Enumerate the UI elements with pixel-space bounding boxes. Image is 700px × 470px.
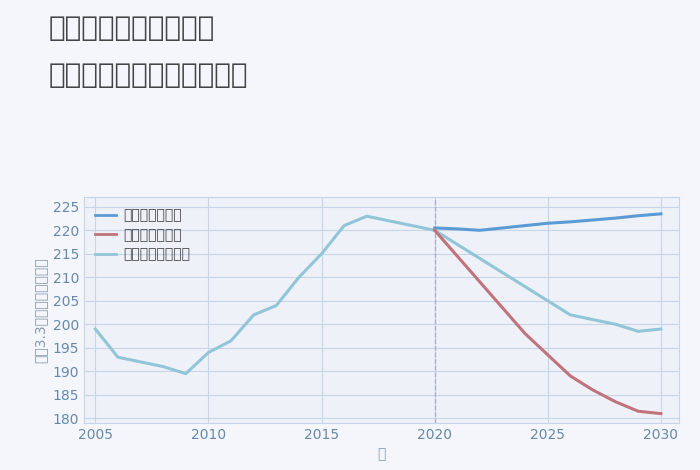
ノーマルシナリオ bbox=[363, 213, 371, 219]
バッドシナリオ bbox=[430, 227, 439, 233]
ノーマルシナリオ bbox=[498, 270, 507, 275]
バッドシナリオ bbox=[634, 408, 643, 414]
ノーマルシナリオ bbox=[544, 298, 552, 304]
ノーマルシナリオ bbox=[612, 321, 620, 327]
ノーマルシナリオ bbox=[521, 284, 529, 290]
Text: 兵庫県西宮市深津町の: 兵庫県西宮市深津町の bbox=[49, 14, 216, 42]
グッドシナリオ bbox=[566, 219, 575, 225]
ノーマルシナリオ bbox=[634, 329, 643, 334]
ノーマルシナリオ bbox=[340, 223, 349, 228]
ノーマルシナリオ bbox=[159, 364, 167, 369]
バッドシナリオ bbox=[521, 331, 529, 337]
グッドシナリオ bbox=[634, 213, 643, 219]
バッドシナリオ bbox=[498, 305, 507, 311]
ノーマルシナリオ bbox=[657, 326, 665, 332]
ノーマルシナリオ bbox=[91, 326, 99, 332]
ノーマルシナリオ bbox=[295, 274, 303, 280]
ノーマルシナリオ bbox=[113, 354, 122, 360]
Line: バッドシナリオ: バッドシナリオ bbox=[435, 230, 661, 414]
ノーマルシナリオ bbox=[566, 312, 575, 318]
グッドシナリオ bbox=[544, 220, 552, 226]
ノーマルシナリオ bbox=[317, 251, 326, 257]
ノーマルシナリオ bbox=[430, 227, 439, 233]
グッドシナリオ bbox=[453, 226, 461, 232]
ノーマルシナリオ bbox=[204, 350, 213, 355]
ノーマルシナリオ bbox=[227, 338, 235, 344]
バッドシナリオ bbox=[589, 387, 597, 393]
Line: グッドシナリオ: グッドシナリオ bbox=[435, 214, 661, 230]
X-axis label: 年: 年 bbox=[377, 447, 386, 462]
バッドシナリオ bbox=[612, 399, 620, 405]
グッドシナリオ bbox=[589, 217, 597, 223]
バッドシナリオ bbox=[476, 279, 484, 285]
バッドシナリオ bbox=[453, 253, 461, 259]
ノーマルシナリオ bbox=[589, 317, 597, 322]
バッドシナリオ bbox=[544, 352, 552, 358]
ノーマルシナリオ bbox=[385, 218, 393, 224]
グッドシナリオ bbox=[498, 225, 507, 231]
ノーマルシナリオ bbox=[453, 242, 461, 247]
バッドシナリオ bbox=[566, 373, 575, 379]
グッドシナリオ bbox=[657, 211, 665, 217]
ノーマルシナリオ bbox=[476, 256, 484, 261]
グッドシナリオ bbox=[430, 225, 439, 231]
Line: ノーマルシナリオ: ノーマルシナリオ bbox=[95, 216, 661, 374]
ノーマルシナリオ bbox=[249, 312, 258, 318]
ノーマルシナリオ bbox=[181, 371, 190, 376]
ノーマルシナリオ bbox=[408, 223, 416, 228]
Legend: グッドシナリオ, バッドシナリオ, ノーマルシナリオ: グッドシナリオ, バッドシナリオ, ノーマルシナリオ bbox=[91, 204, 194, 266]
ノーマルシナリオ bbox=[136, 359, 145, 365]
グッドシナリオ bbox=[612, 215, 620, 221]
グッドシナリオ bbox=[521, 223, 529, 228]
バッドシナリオ bbox=[657, 411, 665, 416]
Y-axis label: 坪（3.3㎡）単価（万円）: 坪（3.3㎡）単価（万円） bbox=[33, 258, 47, 363]
Text: 中古マンションの価格推移: 中古マンションの価格推移 bbox=[49, 61, 248, 89]
ノーマルシナリオ bbox=[272, 303, 281, 308]
グッドシナリオ bbox=[476, 227, 484, 233]
